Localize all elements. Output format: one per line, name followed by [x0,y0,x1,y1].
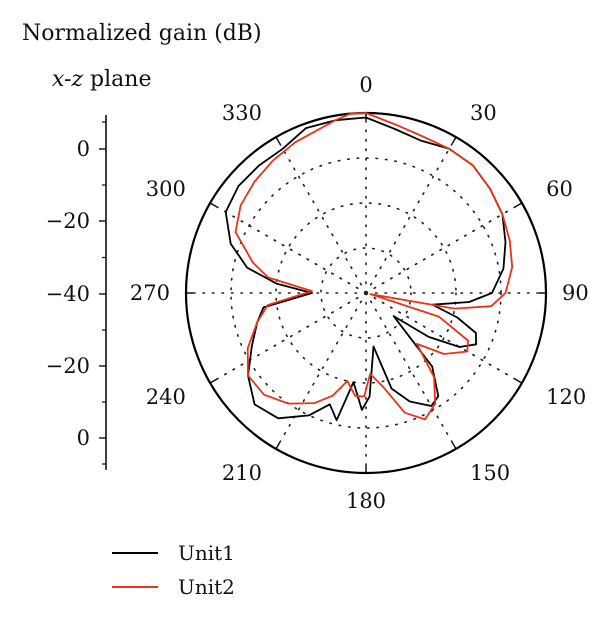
angle-label-30: 30 [470,101,497,125]
legend-swatch-unit1 [112,552,158,554]
legend-label-unit2: Unit2 [178,575,235,599]
radial-axis: 0 −20 −40 −20 0 [46,115,107,470]
radial-tick-label-1: −20 [46,209,90,233]
polar-spoke-60 [365,202,523,294]
polar-spoke-120 [365,292,523,384]
polar-grid-ring-1 [320,247,412,339]
series-line-unit2 [234,112,514,421]
polar-spoke-300 [209,202,367,294]
polar-tick-30 [451,136,457,144]
angle-label-180: 180 [346,489,386,513]
polar-tick-60 [515,202,523,208]
plane-label-axes: x-z [52,67,83,92]
legend-item-unit1: Unit1 [112,536,235,570]
polar-tick-210 [275,442,281,450]
radial-tick-label-3: −20 [46,354,90,378]
angle-label-210: 210 [222,461,262,485]
angle-label-60: 60 [546,177,573,201]
legend-item-unit2: Unit2 [112,570,235,604]
polar-spoke-330 [275,136,367,294]
radial-tick-label-2: −40 [46,282,90,306]
angle-label-150: 150 [470,461,510,485]
polar-spoke-150 [365,292,457,450]
polar-tick-330 [275,136,281,144]
radial-tick-label-0: 0 [77,137,90,161]
polar-tick-120 [515,378,523,384]
angle-label-240: 240 [146,385,186,409]
series-line-unit1 [224,116,507,422]
angle-label-0: 0 [359,73,372,97]
polar-spoke-30 [365,136,457,294]
series-layer [224,112,514,422]
polar-grid-ring-2 [275,202,457,384]
polar-tick-300 [209,202,217,208]
legend: Unit1 Unit2 [112,536,235,604]
chart-title: Normalized gain (dB) [22,21,262,46]
legend-label-unit1: Unit1 [178,541,235,565]
plane-label-suffix: plane [83,67,151,92]
angle-label-120: 120 [546,385,586,409]
angle-label-270: 270 [130,281,170,305]
plane-label: x-z plane [52,67,151,92]
radial-tick-label-4: 0 [77,426,90,450]
polar-tick-240 [209,378,217,384]
polar-spoke-240 [209,292,367,384]
angle-label-300: 300 [146,177,186,201]
polar-spoke-210 [275,292,367,450]
polar-tick-150 [451,442,457,450]
angle-label-90: 90 [562,281,589,305]
angle-labels: 0 30 60 90 120 150 180 210 240 270 300 330 [130,73,589,513]
legend-swatch-unit2 [112,586,158,588]
angle-label-330: 330 [222,101,262,125]
